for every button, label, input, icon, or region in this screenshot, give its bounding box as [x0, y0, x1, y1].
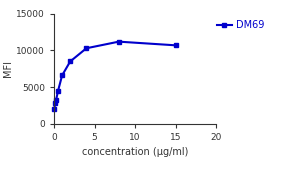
- DM69: [117, 41, 121, 43]
- X-axis label: concentration (μg/ml): concentration (μg/ml): [82, 147, 188, 157]
- DM69: [85, 47, 88, 49]
- Legend: DM69: DM69: [213, 16, 268, 34]
- DM69: [54, 99, 58, 101]
- DM69: [53, 108, 56, 110]
- DM69: [56, 90, 60, 92]
- Line: DM69: DM69: [52, 39, 178, 112]
- DM69: [60, 74, 64, 76]
- DM69: [68, 60, 72, 62]
- DM69: [53, 101, 57, 104]
- Y-axis label: MFI: MFI: [3, 60, 14, 77]
- DM69: [174, 44, 177, 46]
